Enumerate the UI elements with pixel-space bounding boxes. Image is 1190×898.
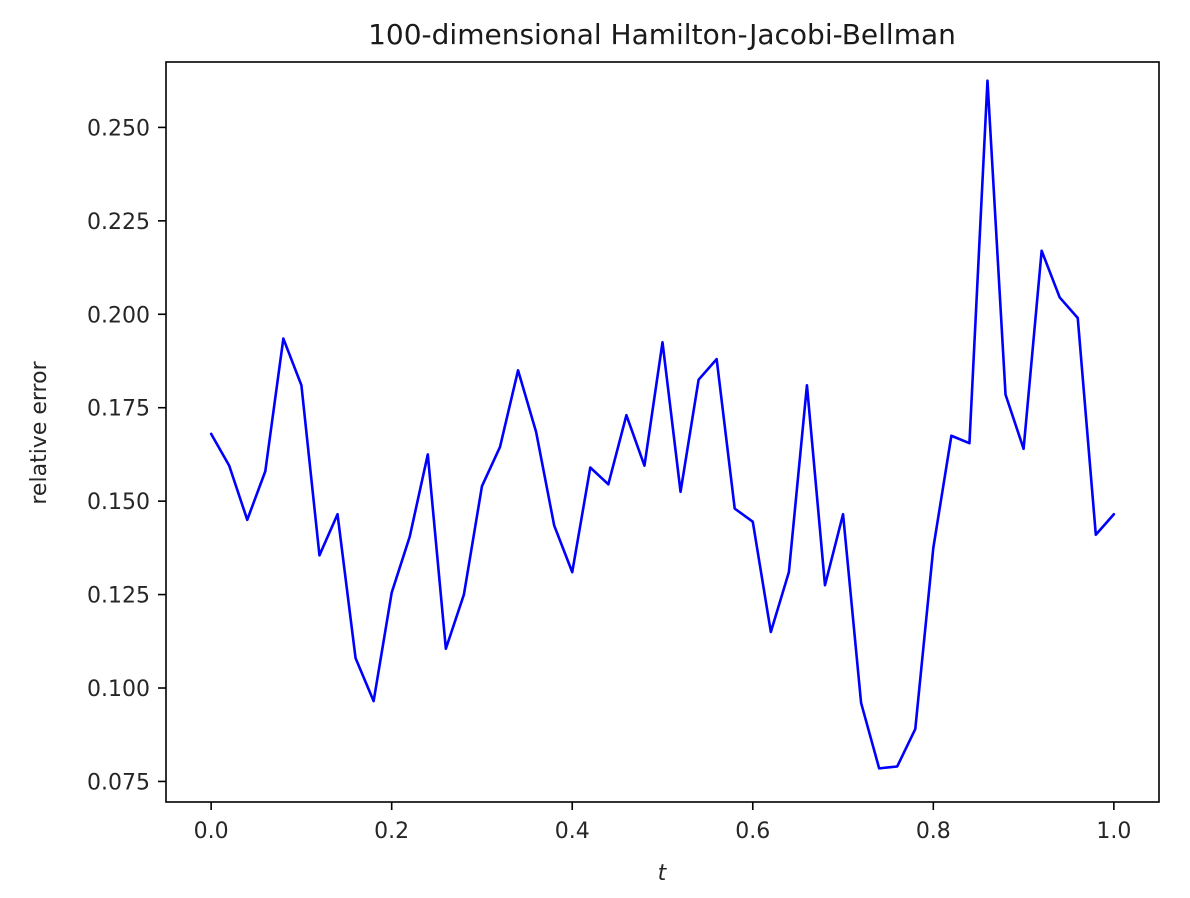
y-tick-label: 0.075 (87, 770, 150, 795)
x-tick-label: 0.0 (194, 819, 229, 844)
y-tick-label: 0.100 (87, 677, 150, 702)
y-tick-label: 0.200 (87, 303, 150, 328)
plot-frame (165, 61, 1160, 803)
x-tick-label: 0.8 (916, 819, 951, 844)
x-tick-label: 1.0 (1096, 819, 1131, 844)
y-tick-label: 0.225 (87, 210, 150, 235)
x-axis-label: t (658, 861, 668, 886)
y-axis-label: relative error (27, 360, 52, 504)
x-tick-label: 0.6 (735, 819, 770, 844)
y-tick-label: 0.150 (87, 490, 150, 515)
series-layer (209, 79, 1116, 770)
y-tick-label: 0.175 (87, 397, 150, 422)
y-axis-ticks: 0.075 0.100 0.125 0.150 0.175 0.200 0.225 0.250 (87, 116, 166, 795)
chart-title: 100-dimensional Hamilton-Jacobi-Bellman (368, 18, 956, 51)
x-axis-ticks: 0.0 0.2 0.4 0.6 0.8 1.0 (194, 802, 1131, 844)
series-line-0 (209, 79, 1116, 770)
y-tick-label: 0.125 (87, 584, 150, 609)
x-tick-label: 0.4 (555, 819, 590, 844)
y-tick-label: 0.250 (87, 116, 150, 141)
x-tick-label: 0.2 (374, 819, 409, 844)
